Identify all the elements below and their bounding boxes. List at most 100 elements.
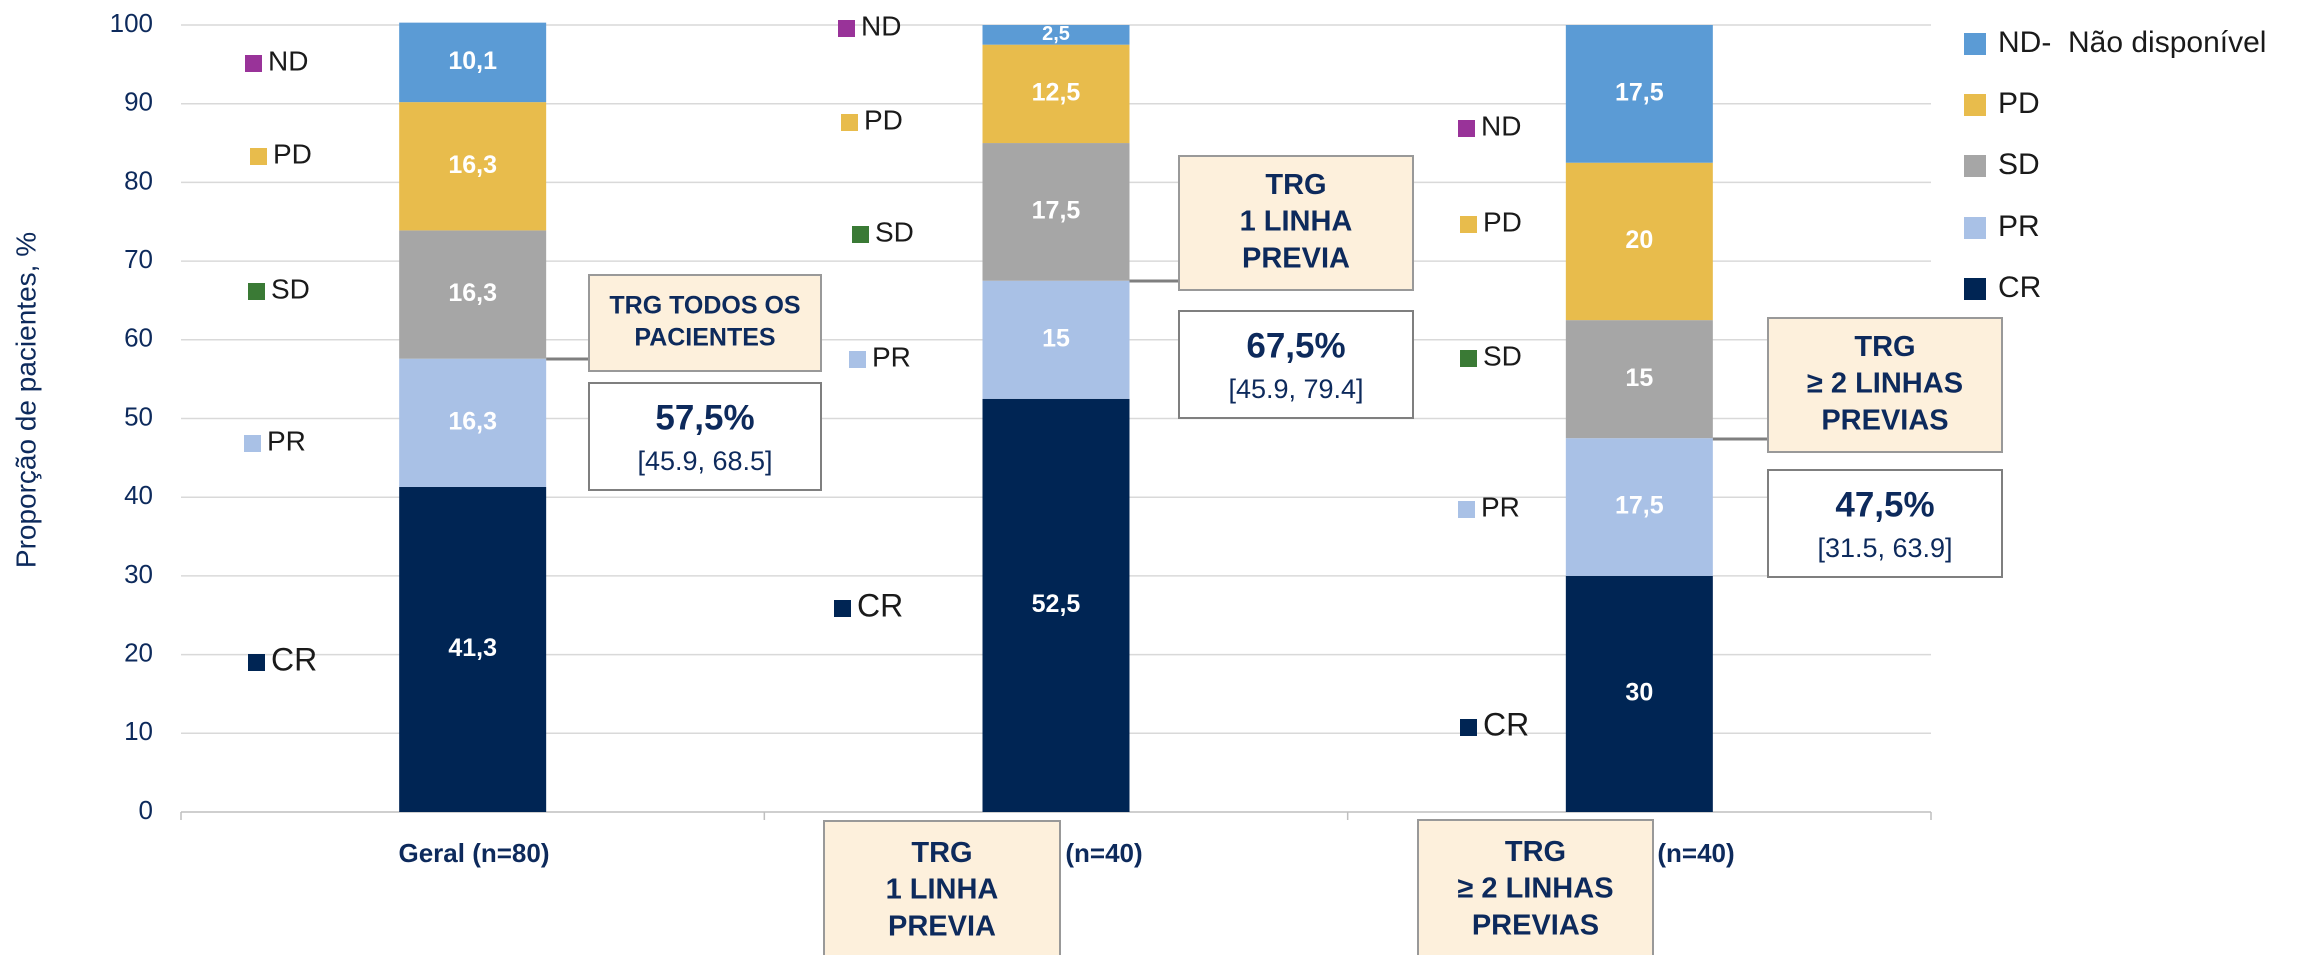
annotation-text: TRG [1854,331,1915,363]
side-marker [1460,719,1477,736]
x-tick-label: (n=40) [1065,838,1142,868]
bar-segment [982,143,1130,281]
data-label: 16,3 [448,151,497,179]
side-label: CR [1483,706,1529,742]
y-tick-label: 10 [124,716,153,746]
side-label: PR [872,341,911,372]
data-label: 17,5 [1615,492,1664,520]
side-label: SD [271,273,310,304]
ci: [45.9, 68.5] [637,446,772,476]
side-marker [834,600,851,617]
y-tick-label: 80 [124,165,153,195]
bar-segment [982,44,1130,144]
rate-box [1178,310,1414,419]
data-label: 16,3 [448,279,497,307]
annotation-text: 1 LINHA [886,874,999,906]
annotation-box [1767,317,2003,453]
annotation-text: PREVIA [1242,242,1350,274]
y-tick-label: 0 [139,795,153,825]
annotation-text: PREVIA [888,910,996,942]
x-tick-label: Geral (n=80) [398,838,549,868]
y-tick-label: 70 [124,244,153,274]
side-marker [244,435,261,452]
annotation-text: PACIENTES [634,323,775,351]
annotation-text: 1 LINHA [1240,206,1353,238]
legend-label: PR [1998,210,2040,243]
data-label: 17,5 [1032,197,1081,225]
side-marker [852,226,869,243]
y-tick-label: 30 [124,559,153,589]
side-label: SD [875,216,914,247]
annotation-text: ≥ 2 LINHAS [1457,873,1613,905]
annotation-box [1178,155,1414,291]
side-marker [1458,120,1475,137]
side-label: PR [267,425,306,456]
legend-label: CR [1998,271,2041,304]
side-label: CR [271,641,317,677]
data-label: 12,5 [1032,78,1081,106]
data-label: 30 [1625,679,1653,707]
data-label: 10,1 [448,47,497,75]
annotation-text: TRG [911,837,972,869]
side-label: PD [273,138,312,169]
y-tick-label: 60 [124,323,153,353]
side-marker [1460,350,1477,367]
data-label: 41,3 [448,634,497,662]
annotation-text: PREVIAS [1472,909,1599,941]
side-label: ND [1481,110,1521,141]
rate-box [588,382,822,491]
side-marker [841,114,858,131]
data-label: 15 [1625,364,1653,392]
legend-swatch [1964,94,1986,116]
data-label: 20 [1625,226,1653,254]
y-tick-label: 20 [124,637,153,667]
side-label: ND [268,45,308,76]
bar-segment [1565,25,1713,163]
legend-swatch [1964,278,1986,300]
data-label: 2,5 [1042,23,1070,45]
side-marker [849,351,866,368]
x-tick-label: (n=40) [1657,838,1734,868]
side-marker [1460,216,1477,233]
bar-segment [399,230,547,359]
data-label: 17,5 [1615,78,1664,106]
bar-segment [399,22,547,103]
bar-segment [1565,162,1713,321]
rate-box [1767,469,2003,578]
y-tick-label: 40 [124,480,153,510]
side-marker [1458,501,1475,518]
rate: 47,5% [1835,485,1934,524]
side-label: ND [861,10,901,41]
annotation-text: TRG [1265,169,1326,201]
annotation-box [823,820,1061,955]
side-label: PD [1483,206,1522,237]
y-tick-label: 90 [124,87,153,117]
annotation-text: PREVIAS [1821,404,1948,436]
data-label: 52,5 [1032,590,1081,618]
annotation-box [1417,819,1654,955]
side-marker [838,20,855,37]
y-axis-title: Proporção de pacientes, % [10,232,41,568]
legend-label: ND- Não disponível [1998,26,2266,59]
bar-segment [982,280,1130,399]
legend-label: PD [1998,87,2040,120]
bar-segment [1565,575,1713,812]
y-tick-label: 50 [124,401,153,431]
legend-swatch [1964,33,1986,55]
side-label: CR [857,587,903,623]
data-label: 15 [1042,324,1070,352]
legend-swatch [1964,155,1986,177]
bar-segment [982,398,1130,812]
bar-segment [982,25,1130,45]
side-marker [250,148,267,165]
legend-swatch [1964,217,1986,239]
side-label: PD [864,104,903,135]
bar-segment [1565,438,1713,576]
rate: 67,5% [1246,326,1345,365]
side-label: SD [1483,340,1522,371]
bar-segment [1565,320,1713,439]
annotation-box [588,274,822,372]
side-label: PR [1481,491,1520,522]
annotation-text: TRG [1505,836,1566,868]
